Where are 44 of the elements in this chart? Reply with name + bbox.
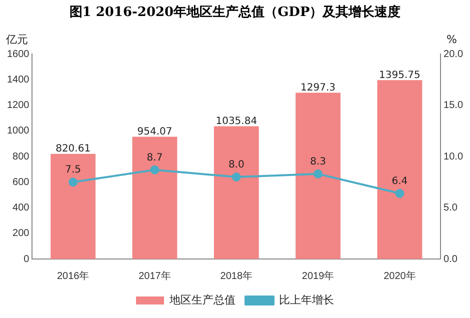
y-tick-label: 0 bbox=[24, 254, 30, 265]
chart-title: 图1 2016-2020年地区生产总值（GDP）及其增长速度 bbox=[68, 4, 402, 22]
bar bbox=[377, 80, 422, 259]
data-label: 1035.84 bbox=[216, 116, 258, 127]
point bbox=[68, 178, 78, 187]
x-tick-label: 2016年 bbox=[56, 270, 90, 282]
y-tick-label: 1600 bbox=[6, 48, 30, 60]
y-tick-label: 1400 bbox=[6, 74, 30, 86]
y-tick-label: 200 bbox=[12, 228, 30, 240]
y-tick-label: 400 bbox=[12, 202, 30, 214]
point bbox=[314, 169, 323, 178]
point bbox=[395, 188, 404, 198]
y-tick-label: 1200 bbox=[6, 100, 30, 111]
x-tick-label: 2018年 bbox=[220, 270, 253, 282]
y-tick-label: 600 bbox=[12, 176, 30, 188]
data-label: 954.07 bbox=[137, 126, 172, 138]
data-label: 6.4 bbox=[392, 176, 408, 187]
y-tick-label: 1000 bbox=[6, 126, 30, 137]
y-axis-title: 亿元 bbox=[5, 32, 28, 46]
y2-tick-label: 0.0 bbox=[444, 254, 458, 265]
y2-tick-label: 15.0 bbox=[444, 100, 464, 111]
data-label: 1297.3 bbox=[300, 82, 336, 94]
data-label: 8.0 bbox=[228, 160, 244, 171]
bar bbox=[50, 154, 96, 259]
point bbox=[150, 165, 160, 174]
bar bbox=[132, 136, 178, 259]
y2-axis-title: % bbox=[446, 32, 457, 46]
data-label: 8.7 bbox=[146, 152, 163, 164]
x-tick-label: 2017年 bbox=[138, 270, 171, 282]
y-tick-label: 800 bbox=[12, 151, 30, 162]
y2-tick-label: 20.0 bbox=[444, 48, 464, 60]
point bbox=[232, 172, 241, 182]
bar bbox=[214, 126, 259, 259]
legend-label: 地区生产总值 bbox=[168, 294, 236, 307]
data-label: 8.3 bbox=[310, 156, 326, 168]
x-tick-label: 2019年 bbox=[302, 270, 334, 282]
x-tick-label: 2020年 bbox=[384, 270, 416, 282]
legend-label: 比上年增长 bbox=[279, 294, 334, 307]
data-label: 7.5 bbox=[65, 164, 82, 176]
y2-tick-label: 5.0 bbox=[444, 202, 458, 214]
data-label: 820.61 bbox=[56, 143, 91, 154]
bar bbox=[296, 92, 341, 259]
data-label: 1395.75 bbox=[379, 70, 420, 81]
y2-tick-label: 10.0 bbox=[444, 151, 464, 162]
